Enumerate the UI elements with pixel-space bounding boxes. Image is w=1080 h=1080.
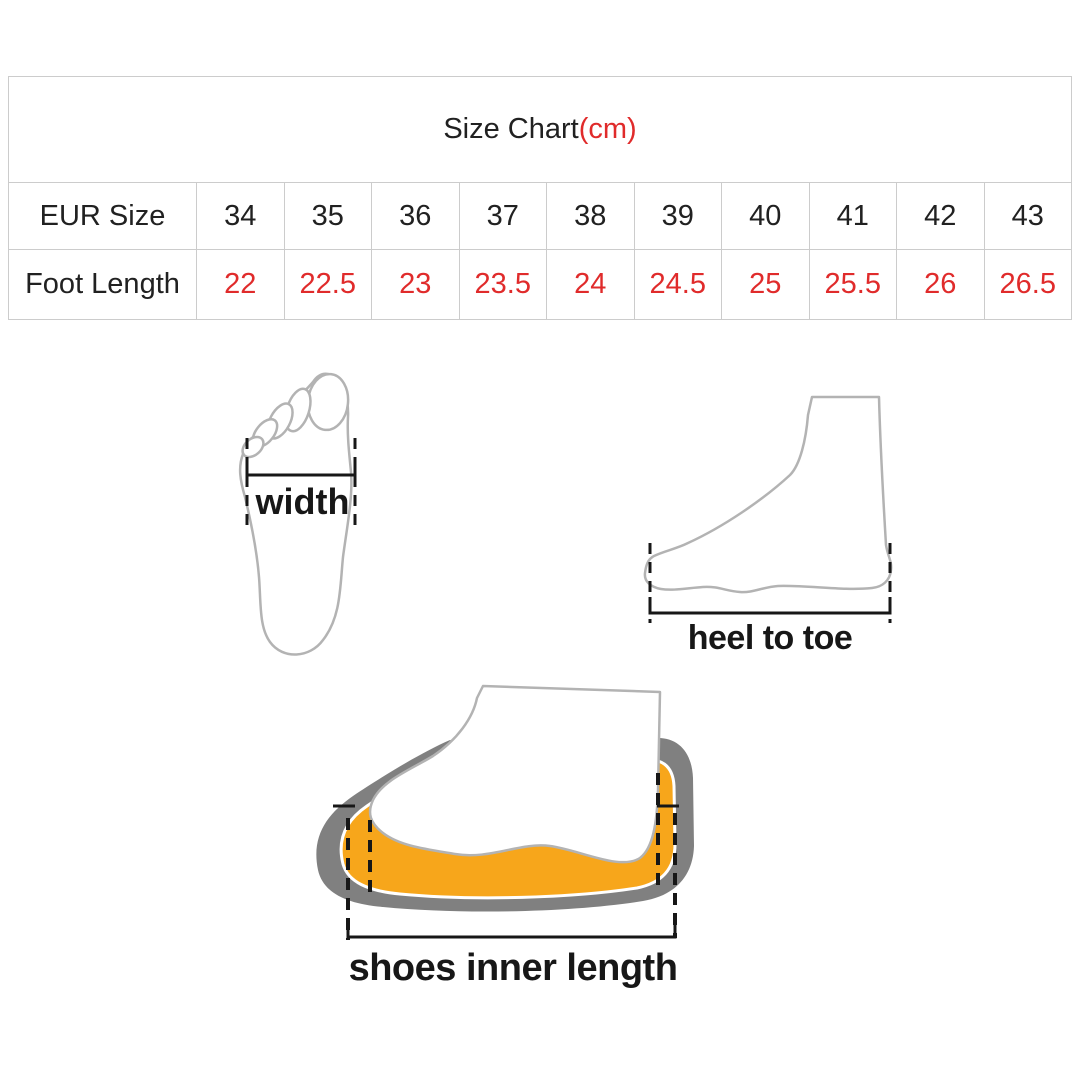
foot-length-cell: 24.5 — [633, 249, 722, 320]
foot-length-cell: 22 — [196, 249, 285, 320]
inner-length-measurement-marks — [333, 773, 679, 940]
foot-sole-outline — [238, 372, 353, 656]
eur-size-cell: 39 — [633, 182, 722, 250]
eur-size-cell: 42 — [896, 182, 985, 250]
foot-length-row: Foot Length 22 22.5 23 23.5 24 24.5 25 2… — [8, 249, 1072, 320]
eur-size-row: EUR Size 34 35 36 37 38 39 40 41 42 43 — [8, 182, 1072, 250]
foot-width-diagram — [235, 362, 370, 667]
foot-length-cell: 26.5 — [983, 249, 1072, 320]
heel-to-toe-diagram — [628, 385, 908, 635]
foot-length-cell: 23.5 — [458, 249, 547, 320]
eur-size-cell: 35 — [283, 182, 372, 250]
size-chart-title-text: Size Chart — [443, 113, 579, 145]
shoe-cross-section-illustration — [316, 684, 694, 940]
eur-size-row-label: EUR Size — [8, 182, 197, 250]
foot-length-row-label: Foot Length — [8, 249, 197, 320]
foot-length-cell: 25 — [721, 249, 810, 320]
shoes-inner-length-label: shoes inner length — [348, 947, 678, 989]
foot-sole-illustration — [238, 372, 357, 656]
eur-size-cell: 38 — [546, 182, 635, 250]
foot-side-outline — [643, 395, 893, 594]
eur-size-cell: 40 — [721, 182, 810, 250]
size-chart-title: Size Chart(cm) — [8, 76, 1072, 183]
foot-side-illustration — [643, 395, 893, 623]
eur-size-cell: 36 — [371, 182, 460, 250]
inner-length-diagram — [305, 678, 705, 948]
title-row: Size Chart(cm) — [8, 76, 1072, 183]
foot-length-cell: 25.5 — [808, 249, 897, 320]
eur-size-cell: 43 — [983, 182, 1072, 250]
eur-size-cell: 37 — [458, 182, 547, 250]
width-measurement-marks — [245, 438, 357, 527]
foot-length-cell: 23 — [371, 249, 460, 320]
size-chart-title-unit: (cm) — [578, 113, 637, 145]
foot-in-shoe-outline — [368, 684, 662, 864]
width-label: width — [255, 481, 350, 522]
eur-size-cell: 41 — [808, 182, 897, 250]
foot-length-cell: 24 — [546, 249, 635, 320]
heel-to-toe-measurement-marks — [648, 543, 892, 623]
foot-length-cell: 26 — [896, 249, 985, 320]
size-chart-table: Size Chart(cm) EUR Size 34 35 36 37 38 3… — [8, 76, 1072, 320]
eur-size-cell: 34 — [196, 182, 285, 250]
foot-length-cell: 22.5 — [283, 249, 372, 320]
heel-to-toe-label: heel to toe — [687, 619, 853, 657]
